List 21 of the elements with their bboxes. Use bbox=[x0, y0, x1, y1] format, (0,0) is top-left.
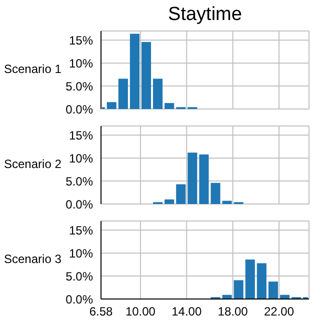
x-tick-label: 10.00 bbox=[125, 304, 156, 319]
y-tick-label: 15% bbox=[68, 33, 94, 48]
y-axis-title: Scenario 1 bbox=[4, 62, 62, 76]
y-tick-label: 5.0% bbox=[66, 269, 94, 284]
y-axis-title: Scenario 2 bbox=[4, 157, 62, 171]
y-tick-label: 15% bbox=[68, 128, 94, 142]
y-axis-title: Scenario 3 bbox=[4, 252, 62, 266]
y-tick-label: 0.0% bbox=[66, 102, 94, 116]
x-tick-label: 14.00 bbox=[172, 304, 202, 319]
y-tick-label: 5.0% bbox=[66, 174, 94, 188]
y-tick-label: 0.0% bbox=[66, 197, 94, 212]
y-tick-label: 10% bbox=[68, 246, 94, 260]
y-tick-label: 0.0% bbox=[66, 292, 94, 306]
chart-title: Staytime bbox=[167, 4, 243, 26]
y-tick-label: 5.0% bbox=[66, 79, 94, 94]
y-tick-label: 15% bbox=[68, 223, 94, 238]
y-tick-label: 10% bbox=[68, 56, 94, 70]
x-tick-label: 6.58 bbox=[89, 304, 113, 319]
x-tick-label: 18.00 bbox=[218, 304, 248, 319]
y-tick-label: 10% bbox=[68, 151, 94, 166]
x-tick-label: 22.00 bbox=[264, 304, 294, 319]
